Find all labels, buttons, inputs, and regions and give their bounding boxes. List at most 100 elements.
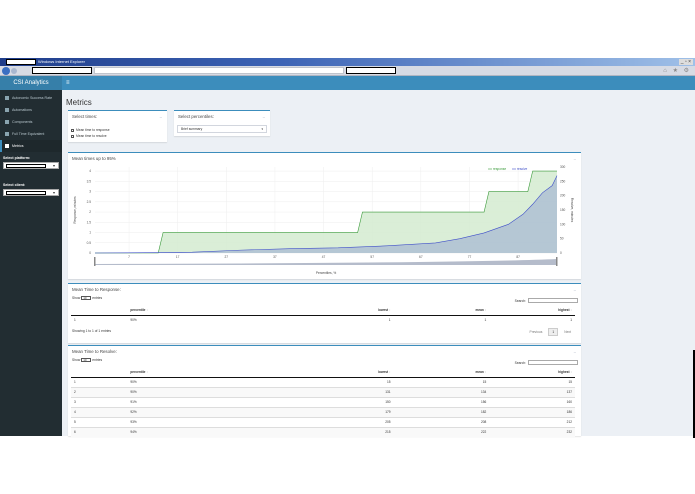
svg-text:200: 200 (560, 194, 566, 198)
svg-text:150: 150 (560, 208, 566, 212)
sidebar-item-label: Automations (12, 108, 32, 112)
table-cell: 215 (297, 426, 394, 437)
svg-text:0.5: 0.5 (87, 241, 92, 245)
checkbox-checked-icon[interactable]: ✓ (71, 134, 75, 139)
previous-button[interactable]: Previous (529, 330, 543, 334)
column-header[interactable]: lowest ↕ (297, 367, 394, 378)
table-cell: 90% (116, 386, 298, 397)
table-cell: 205 (297, 416, 394, 427)
page-length-select[interactable]: 10 (81, 296, 92, 300)
scrollbar[interactable] (693, 350, 695, 438)
table-row[interactable]: 3 91% 150 156 160 (71, 396, 575, 407)
svg-text:2.5: 2.5 (87, 200, 92, 204)
collapse-button[interactable]: – (159, 114, 162, 119)
column-header[interactable]: lowest ↕ (297, 305, 394, 316)
table-search: Search: (515, 298, 578, 303)
table-cell: 94% (116, 426, 298, 437)
search-label: Search: (514, 360, 526, 365)
table-cell: 131 (297, 386, 394, 397)
page-length-select[interactable]: 10 (81, 358, 92, 362)
checkbox-checked-icon[interactable]: ✓ (71, 128, 75, 133)
svg-text:57: 57 (370, 255, 374, 259)
table-cell: 137 (489, 386, 575, 397)
address-bar-redacted[interactable] (32, 67, 92, 74)
response-table-box: Mean Time to Response: – Show 10 entries… (68, 283, 581, 343)
sidebar-item-autonomic-success-rate[interactable]: Autonomic Success Rate (0, 92, 62, 104)
sidebar-item-full-time-equivalent[interactable]: Full Time Equivalent (0, 128, 62, 140)
dashboard-icon (5, 96, 9, 100)
sidebar-item-metrics[interactable]: Metrics (0, 140, 62, 152)
menu-toggle-icon[interactable]: ≡ (66, 80, 70, 86)
table-cell: 134 (393, 386, 490, 397)
table-cell: 90% (116, 314, 298, 325)
response-table: percentile ↕ lowest ↕ mean ↕ highest ↕ 1 90% 1… (71, 305, 575, 325)
collapse-button[interactable]: – (262, 114, 265, 119)
table-cell: 3 (71, 396, 117, 407)
client-select[interactable]: ▾ (3, 189, 59, 196)
table-cell: 160 (489, 396, 575, 407)
table-row[interactable]: 1 90% 1 1 1 (71, 314, 575, 325)
sidebar: Autonomic Success Rate Automations Compo… (0, 90, 62, 436)
table-row[interactable]: 4 92% 179 182 186 (71, 406, 575, 417)
svg-text:Percentiles, %: Percentiles, % (316, 271, 337, 275)
mean-times-chart: 0 0.5 1 1.5 2 2.5 3 3.5 4 0 50 100 150 200 250 300 7 17 27… (73, 165, 574, 275)
app-logo[interactable]: CSI Analytics (0, 76, 62, 90)
svg-text:67: 67 (419, 255, 423, 259)
collapse-button[interactable]: – (573, 349, 576, 354)
sidebar-item-label: Metrics (12, 144, 24, 148)
table-row[interactable]: 1 90% 15 15 15 (71, 376, 575, 387)
entries-label: entries (92, 296, 103, 300)
next-button[interactable]: Next (564, 330, 571, 334)
column-header[interactable] (71, 367, 117, 378)
sort-icon: ↕ (484, 307, 487, 312)
table-row[interactable]: 2 90% 131 134 137 (71, 386, 575, 397)
column-header[interactable]: highest ↕ (489, 367, 575, 378)
forward-button-icon[interactable] (11, 68, 17, 74)
svg-text:0: 0 (89, 251, 91, 255)
column-header[interactable]: mean ↕ (393, 305, 490, 316)
search-label: Search: (514, 298, 526, 303)
collapse-button[interactable]: – (573, 287, 576, 292)
table-cell: 15 (489, 376, 575, 387)
sidebar-item-automations[interactable]: Automations (0, 104, 62, 116)
sidebar-item-label: Autonomic Success Rate (12, 96, 53, 100)
address-bar[interactable] (94, 67, 344, 74)
platform-label: Select platform: (3, 156, 31, 160)
browser-toolbar-icons[interactable]: ⌂ ★ ⚙ (663, 68, 691, 74)
checkbox-mean-time-to-resolve[interactable]: ✓ Mean time to resolve (71, 134, 107, 138)
search-input[interactable] (528, 298, 578, 303)
checkbox-label: Mean time to resolve (76, 134, 107, 138)
collapse-button[interactable]: – (573, 156, 576, 161)
sort-icon: ↕ (388, 369, 391, 374)
table-row[interactable]: 5 93% 205 208 212 (71, 416, 575, 427)
svg-text:17: 17 (176, 255, 180, 259)
svg-text:250: 250 (560, 179, 566, 183)
chevron-down-icon: ▾ (52, 163, 55, 168)
table-cell: 156 (393, 396, 490, 407)
checkbox-mean-time-to-response[interactable]: ✓ Mean time to response (71, 128, 110, 132)
column-header[interactable] (71, 305, 117, 316)
app-header: CSI Analytics ≡ (0, 76, 695, 90)
svg-text:0: 0 (560, 251, 562, 255)
page-title: Metrics (66, 98, 92, 107)
column-header[interactable]: highest ↕ (489, 305, 575, 316)
table-row[interactable]: 6 94% 215 222 232 (71, 426, 575, 437)
search-input[interactable] (528, 360, 578, 365)
browser-search-box[interactable] (346, 67, 396, 74)
chevron-down-icon: ▾ (52, 190, 55, 195)
svg-text:response: response (493, 167, 506, 171)
percentiles-select[interactable]: Brief summary ▾ (177, 125, 267, 133)
column-header[interactable]: mean ↕ (393, 367, 490, 378)
table-header-row: percentile ↕ lowest ↕ mean ↕ highest ↕ (71, 367, 575, 378)
svg-text:Resolve, minutes: Resolve, minutes (570, 198, 574, 223)
table-search: Search: (515, 360, 578, 365)
table-info: Showing 1 to 1 of 1 entries (72, 329, 112, 333)
sidebar-item-components[interactable]: Components (0, 116, 62, 128)
back-button-icon[interactable] (2, 67, 10, 75)
window-controls[interactable]: _ ▫ × (678, 59, 693, 65)
column-header[interactable]: percentile ↕ (116, 305, 298, 316)
page-1-button[interactable]: 1 (548, 328, 559, 336)
column-header[interactable]: percentile ↕ (116, 367, 298, 378)
page-length-control: Show 10 entries (72, 296, 102, 300)
platform-select[interactable]: ▾ (3, 162, 59, 169)
